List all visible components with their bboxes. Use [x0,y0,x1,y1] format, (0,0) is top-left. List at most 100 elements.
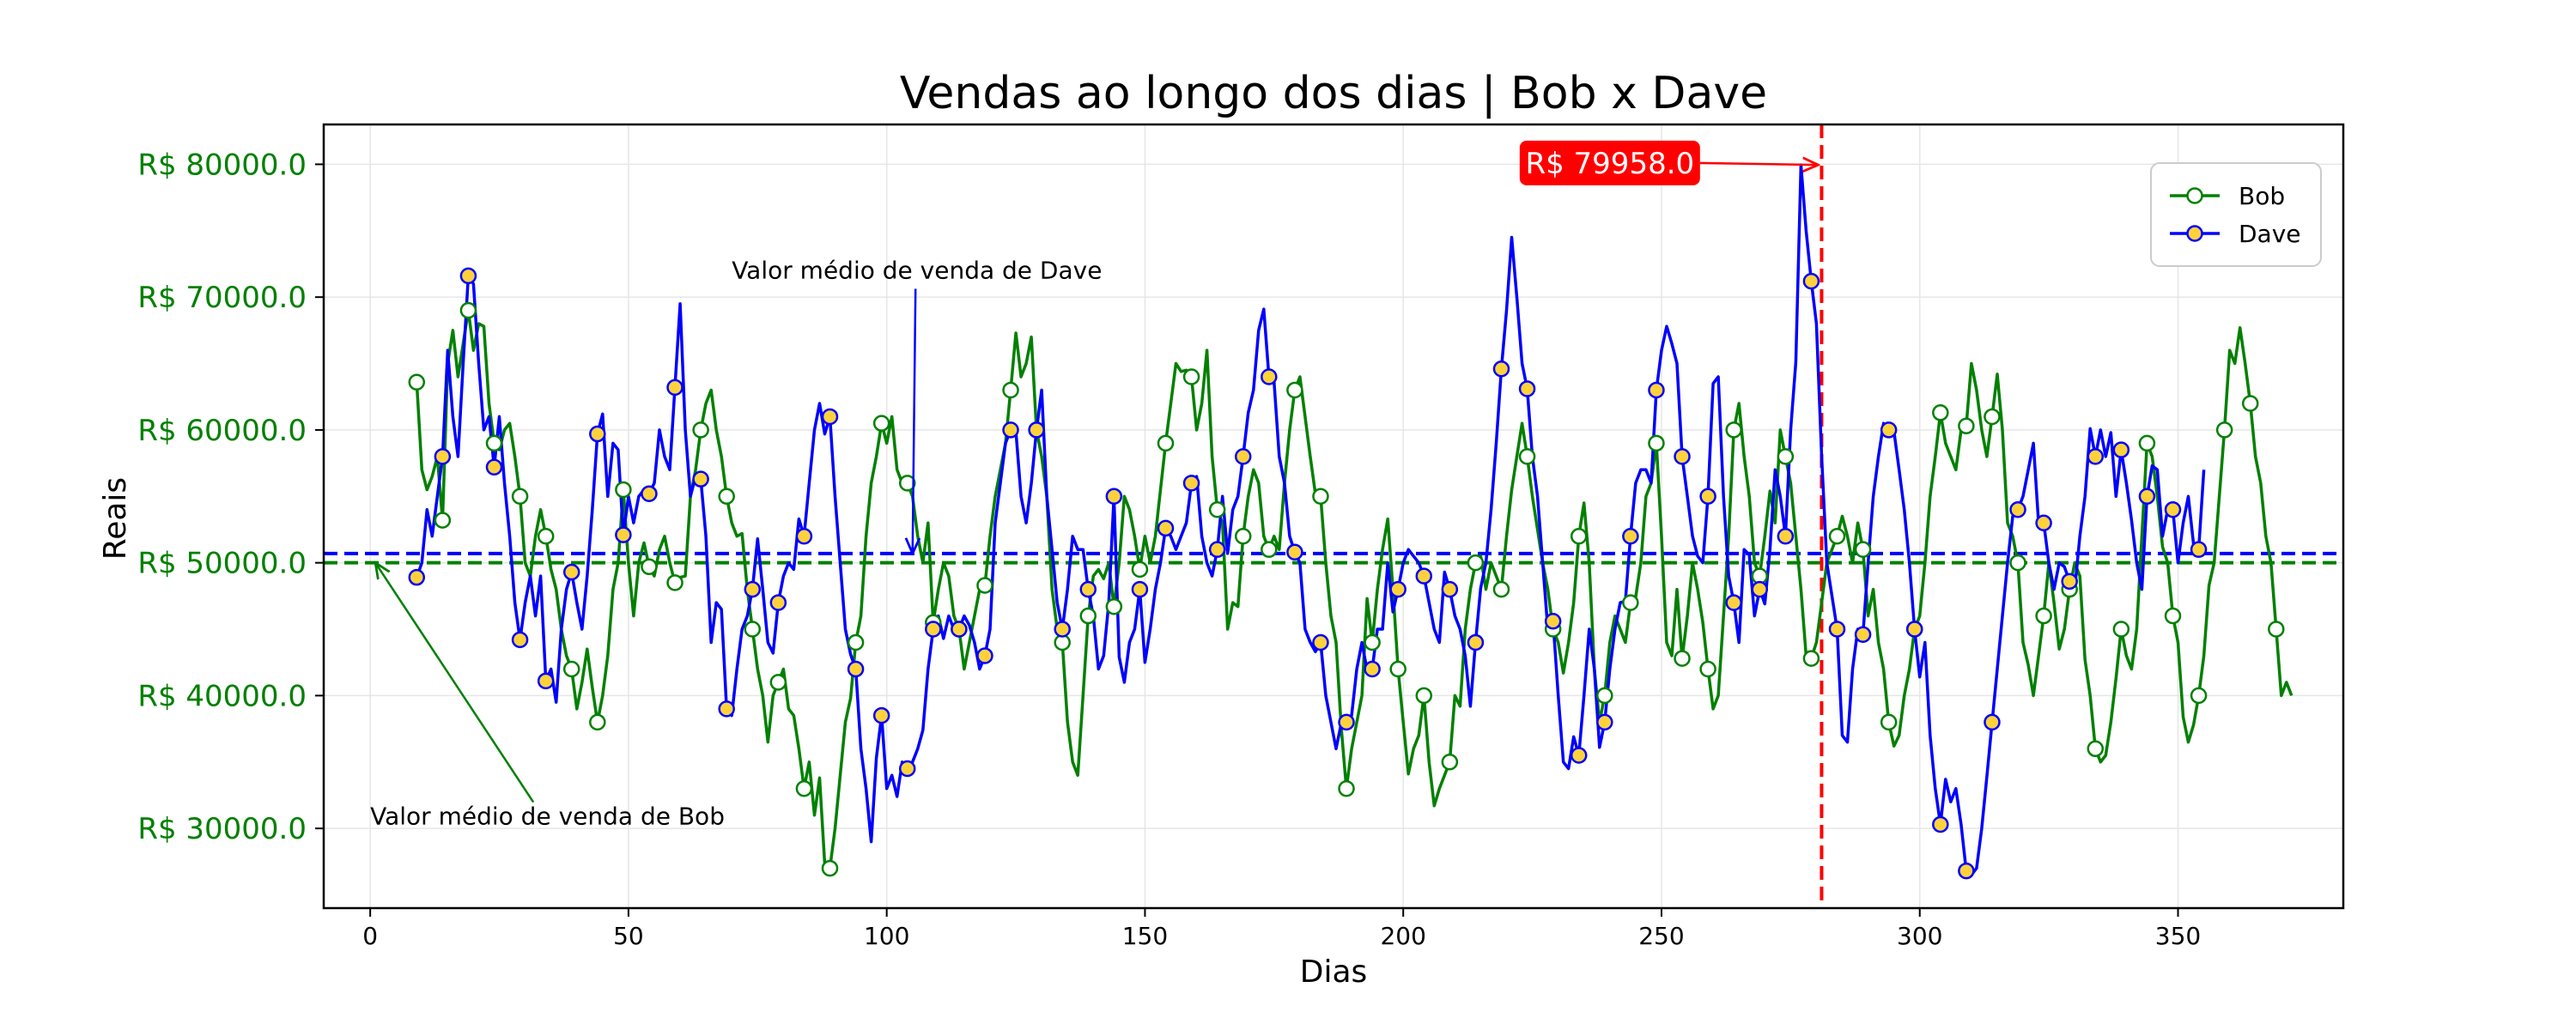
data-point-bob [1364,633,1381,651]
data-point-bob [1802,650,1820,667]
data-point-dave [718,700,735,718]
data-point-dave [1648,381,1665,399]
plot-frame [322,123,2345,910]
data-point-bob [511,488,529,506]
data-point-dave [795,527,813,545]
data-point-dave [1286,543,1303,561]
x-tick-label: 150 [1122,922,1168,950]
series-line-dave [415,163,2206,877]
data-point-bob [1261,541,1278,558]
y-tick-label: R$ 80000.0 [137,148,307,182]
x-tick-label: 50 [613,922,644,950]
data-point-dave [1932,815,1949,833]
y-tick-label: R$ 30000.0 [137,812,307,846]
data-point-dave [692,470,709,488]
data-point-bob [1105,597,1123,615]
data-point-bob [2241,395,2259,412]
peak-value-label: R$ 79958.0 [1525,147,1694,181]
data-point-bob [1312,488,1329,506]
x-tick-label: 0 [362,922,378,950]
annotations: Valor médio de venda de Bob Valor médio d… [370,140,1819,831]
data-point-dave [1828,621,1846,638]
y-axis-label: Reais [98,477,133,560]
data-point-dave [1699,488,1716,506]
data-point-dave [1467,633,1485,651]
data-point-bob [2112,621,2130,638]
data-point-dave [1415,567,1433,585]
data-point-bob [718,488,735,506]
chart-title: Vendas ao longo dos dias | Bob x Dave [900,68,1767,119]
data-point-dave [1958,862,1975,880]
series-markers [408,267,2285,880]
peak-arrow [1699,163,1819,165]
data-point-dave [1234,448,1252,465]
data-point-dave [951,621,968,638]
data-point-dave [1751,580,1769,598]
legend-label-bob: Bob [2239,182,2285,210]
data-point-dave [1157,519,1175,537]
data-point-bob [666,574,683,591]
data-point-bob [562,660,580,678]
data-point-dave [434,448,452,465]
data-point-bob [1880,713,1898,731]
data-point-dave [1622,527,1639,545]
data-point-bob [1622,594,1639,611]
data-point-dave [1208,541,1226,558]
data-point-bob [1492,580,1510,598]
data-point-dave [2061,573,2078,591]
data-point-dave [1905,621,1923,638]
x-axis-ticks: 0 50 100 150 200 250 300 350 [362,908,2201,950]
data-point-bob [1674,650,1691,667]
data-point-dave [1544,612,1562,630]
data-point-dave [589,425,606,443]
annotation-arrow [913,288,915,554]
legend-label-dave: Dave [2239,220,2301,248]
data-point-dave [821,408,839,426]
data-point-dave [2087,448,2105,465]
data-point-bob [1389,660,1406,678]
data-point-bob [1234,527,1252,545]
data-point-dave [1131,580,1149,598]
data-point-bob [744,621,762,638]
legend-box [2150,162,2322,267]
data-point-bob [1984,408,2001,426]
legend-marker-dave [2186,225,2203,242]
data-point-dave [1364,660,1381,678]
data-point-dave [615,526,632,543]
data-point-dave [1518,380,1536,397]
data-point-bob [485,434,503,452]
data-point-dave [459,267,477,285]
data-point-bob [976,577,993,594]
data-point-bob [1286,381,1303,399]
data-point-dave [1880,421,1898,439]
y-axis-ticks: R$ 30000.0 R$ 40000.0 R$ 50000.0 R$ 60000.0… [137,148,324,846]
data-point-dave [1182,475,1200,492]
data-point-dave [898,760,916,778]
data-point-bob [1958,417,1975,435]
data-point-dave [2138,488,2156,506]
data-point-bob [434,512,452,529]
y-tick-label: R$ 40000.0 [137,679,307,713]
data-point-dave [1492,360,1510,378]
data-point-dave [562,563,580,581]
data-point-bob [1854,541,1872,558]
data-point-bob [2164,607,2182,625]
data-point-dave [641,485,658,502]
data-point-bob [795,779,813,797]
peak-value-box [1519,140,1700,185]
data-point-dave [2190,541,2208,558]
data-point-bob [1002,381,1019,399]
x-tick-label: 350 [2155,922,2201,950]
data-point-dave [1002,421,1019,439]
data-point-bob [641,558,658,576]
data-point-bob [1079,607,1097,625]
data-point-bob [1828,527,1846,545]
annotation-label: Valor médio de venda de Dave [732,257,1102,285]
data-point-dave [1441,580,1459,598]
data-point-bob [1699,660,1716,678]
data-point-dave [2009,501,2026,518]
data-point-dave [485,458,503,476]
data-point-bob [1182,368,1200,385]
data-point-dave [2112,441,2130,458]
